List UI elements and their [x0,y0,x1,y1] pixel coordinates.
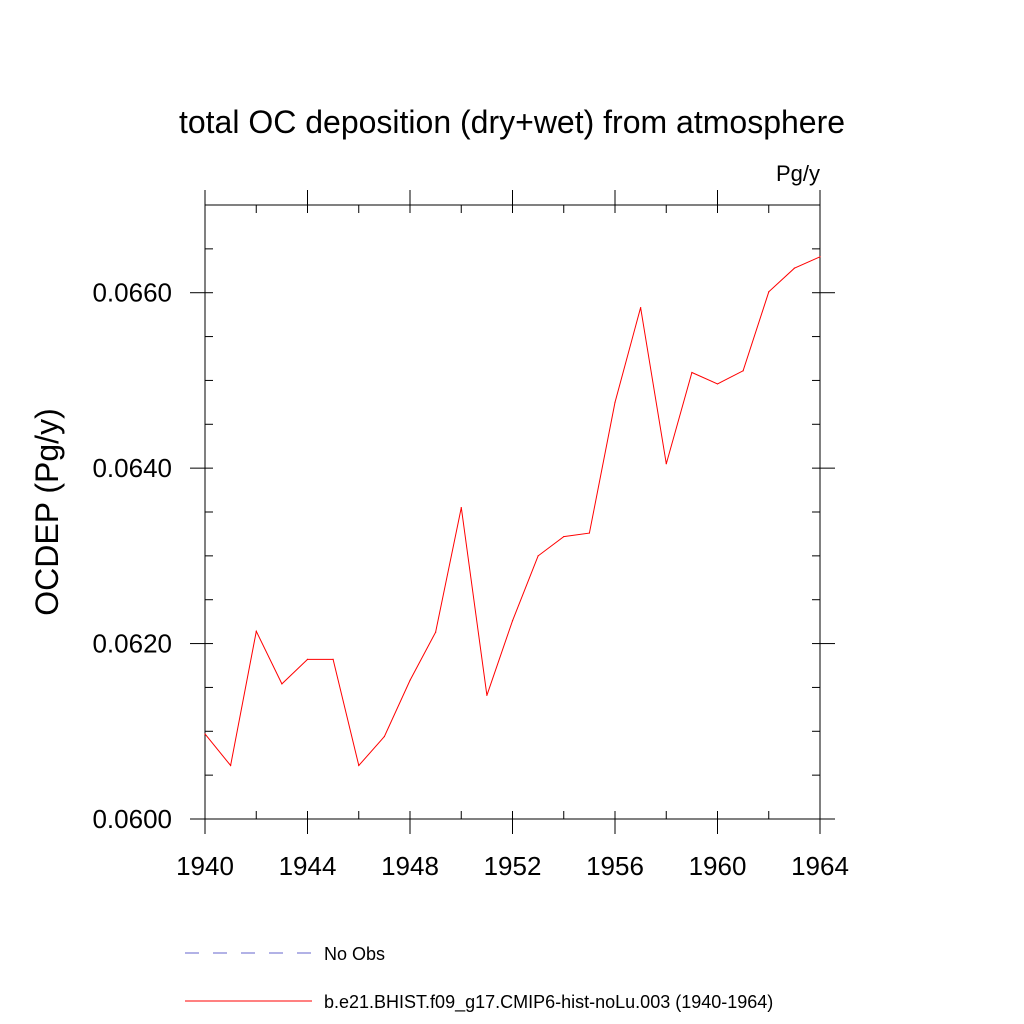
x-tick-label: 1960 [689,851,747,881]
data-point [588,532,590,534]
x-tick-label: 1964 [791,851,849,881]
data-point [716,383,719,385]
x-tick-label: 1952 [484,851,542,881]
data-point [460,507,462,509]
legend-label-obs: No Obs [324,944,385,964]
x-tick-label: 1948 [381,851,439,881]
x-tick-label: 1956 [586,851,644,881]
data-point [793,267,795,269]
series-line [204,256,821,767]
legend-label-model: b.e21.BHIST.f09_g17.CMIP6-hist-noLu.003 … [324,992,773,1013]
data-point [230,764,232,767]
legend: No Obs b.e21.BHIST.f09_g17.CMIP6-hist-no… [185,944,773,1013]
data-point [768,291,770,293]
data-point [742,370,744,372]
data-point [306,658,309,660]
chart-title: total OC deposition (dry+wet) from atmos… [179,104,845,140]
data-point [383,735,385,738]
data-point [281,683,283,685]
x-ticks: 1940 1944 1948 1952 1956 1960 1964 [176,190,849,881]
data-point [358,764,360,767]
data-point [435,631,437,633]
minor-ticks [204,204,821,820]
series-group [204,256,821,767]
data-point [409,679,411,682]
data-point [332,658,334,660]
data-point [204,733,206,735]
y-axis-label: OCDEP (Pg/y) [29,408,65,615]
data-point [614,401,616,403]
y-ticks: 0.0600 0.0620 0.0640 0.0660 [92,278,835,834]
x-tick-label: 1940 [176,851,234,881]
data-point [563,535,565,538]
data-point [486,694,488,696]
data-point [640,307,642,309]
data-point [255,630,257,632]
y-tick-label: 0.0640 [92,453,172,483]
units-label: Pg/y [776,161,820,186]
x-tick-label: 1944 [279,851,337,881]
data-point [537,555,539,557]
data-point [665,463,667,465]
data-point [511,620,514,622]
data-point [819,256,821,258]
y-tick-label: 0.0600 [92,804,172,834]
y-tick-label: 0.0620 [92,629,172,659]
data-point [691,371,693,374]
plot-frame [204,204,821,820]
y-tick-label: 0.0660 [92,278,172,308]
